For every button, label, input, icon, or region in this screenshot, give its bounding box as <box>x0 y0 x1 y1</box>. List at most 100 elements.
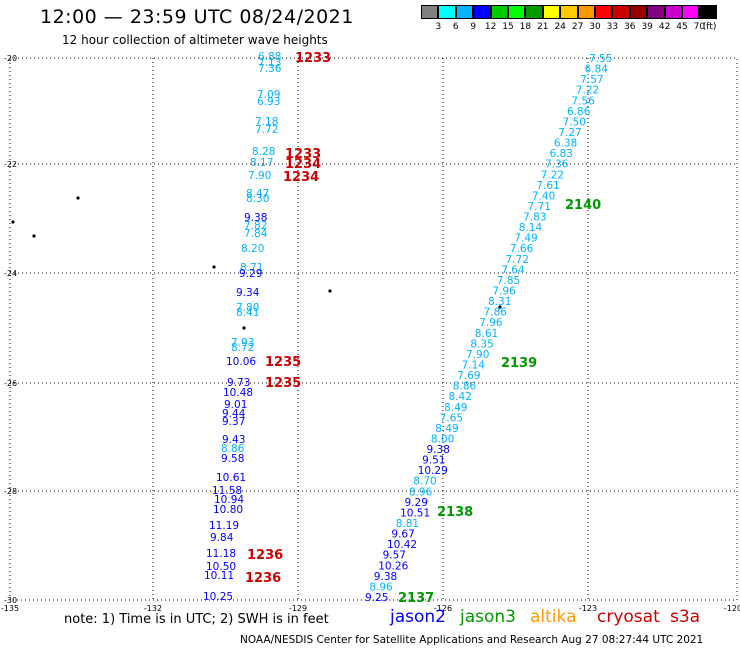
longitude-label: -132 <box>144 604 162 613</box>
swh-value: 9.25 <box>365 592 388 604</box>
swh-value: 8.00 <box>431 434 454 446</box>
map-subtitle: 12 hour collection of altimeter wave hei… <box>62 33 328 47</box>
swh-value: 10.25 <box>203 591 233 603</box>
swh-value: 11.18 <box>206 548 236 560</box>
map-grid <box>9 57 738 601</box>
color-scale-label: 9 <box>470 22 477 32</box>
color-swatch <box>682 5 700 19</box>
swh-value: 9.37 <box>222 416 245 428</box>
swh-value: 11.19 <box>209 520 239 532</box>
pass-time-labels: 1233123312341234123512351236123621402139… <box>245 51 601 606</box>
swh-value: 8.70 <box>413 476 436 488</box>
islands <box>11 196 502 330</box>
swh-value: 7.85 <box>497 275 520 287</box>
color-swatch <box>664 5 682 19</box>
swh-value: 8.96 <box>369 581 393 593</box>
axis-labels: -20 -22 -24 -26 -28 -30-135 -132 -129 -126 -123 -1… <box>1 54 740 613</box>
swh-value: 8.49 <box>435 423 458 435</box>
color-swatch <box>629 5 648 19</box>
swh-value: 7.72 <box>506 254 529 266</box>
swh-value: 7.09 <box>257 89 280 101</box>
swh-value: 9.67 <box>391 529 414 541</box>
swh-value: 10.42 <box>387 539 417 551</box>
island-marker <box>242 326 246 330</box>
swh-value: 9.29 <box>405 497 428 509</box>
swh-value: 7.22 <box>541 169 564 181</box>
longitude-label: -129 <box>289 604 307 613</box>
swh-value: 7.96 <box>479 317 503 329</box>
swh-value: 8.81 <box>396 518 419 530</box>
swh-value: 7.65 <box>440 412 463 424</box>
color-scale-label: 36 <box>624 22 636 32</box>
color-scale-label: 33 <box>606 22 619 32</box>
legend-cryosat: cryosat <box>597 607 660 627</box>
swh-value: 7.64 <box>501 264 525 276</box>
pass-time: 2138 <box>437 505 473 520</box>
swh-value: 7.49 <box>514 233 537 245</box>
east-track: 7.556.847.577.227.566.867.507.276.386.83… <box>365 53 612 604</box>
pass-time: 1233 <box>295 51 331 66</box>
color-scale-unit: (ft) <box>702 22 717 32</box>
swh-value: 8.41 <box>236 307 259 319</box>
legend-jason3: jason3 <box>460 607 516 627</box>
island-marker <box>212 265 216 269</box>
swh-value: 8.86 <box>453 381 477 393</box>
swh-value: 7.50 <box>563 116 586 128</box>
longitude-label: -123 <box>579 604 597 613</box>
swh-value: 7.66 <box>510 243 534 255</box>
longitude-label: -126 <box>434 604 452 613</box>
swh-value: 10.29 <box>418 465 448 477</box>
latitude-label: -26 <box>4 379 17 388</box>
color-scale-label: 45 <box>676 22 688 32</box>
color-swatch <box>647 5 665 19</box>
pass-time: 1236 <box>245 571 281 586</box>
color-swatch <box>612 5 630 19</box>
swh-value: 8.96 <box>409 486 433 498</box>
island-marker <box>498 305 502 309</box>
swh-value: 6.84 <box>585 64 609 76</box>
swh-value: 7.61 <box>536 180 559 192</box>
island-marker <box>11 220 15 224</box>
swh-value: 8.86 <box>221 443 245 455</box>
pass-time: 1235 <box>265 376 301 391</box>
swh-value: 10.51 <box>400 508 430 520</box>
swh-value: 7.86 <box>484 307 508 319</box>
color-scale-label: 21 <box>537 22 549 32</box>
swh-value: 7.36 <box>258 63 282 75</box>
swh-value: 10.26 <box>378 560 408 572</box>
color-scale-label: 6 <box>452 22 459 32</box>
color-swatch <box>490 5 508 19</box>
color-scale-label: 70 <box>693 22 706 32</box>
pass-time: 1235 <box>265 355 301 370</box>
swh-value: 7.72 <box>255 124 278 136</box>
swh-value: 7.18 <box>255 116 278 128</box>
swh-value: 8.17 <box>250 157 273 169</box>
legend-s3a: s3a <box>670 607 701 627</box>
swh-value: 7.40 <box>532 190 555 202</box>
color-swatch <box>508 5 526 19</box>
swh-value: 8.14 <box>519 222 543 234</box>
swh-value: 10.06 <box>226 356 256 368</box>
swh-value: 9.51 <box>422 455 445 467</box>
swh-value: 9.43 <box>222 434 245 446</box>
swh-value: 7.55 <box>589 53 612 65</box>
swh-value: 7.69 <box>457 370 480 382</box>
swh-value: 9.44 <box>222 408 246 420</box>
color-swatch <box>699 5 717 19</box>
pass-time: 1236 <box>247 548 283 563</box>
map-frame <box>9 57 738 601</box>
pass-time: 1234 <box>283 170 319 185</box>
latitude-label: -28 <box>4 487 17 496</box>
swh-value: 6.83 <box>550 148 573 160</box>
swh-value: 10.61 <box>216 472 246 484</box>
swh-value: 8.28 <box>252 146 275 158</box>
longitude-label: -120 <box>724 604 740 613</box>
swh-value: 8.20 <box>241 243 264 255</box>
swh-value: 9.34 <box>236 287 260 299</box>
swh-value: 8.49 <box>444 402 467 414</box>
swh-value: 7.93 <box>231 337 254 349</box>
swh-value: 7.27 <box>558 127 581 139</box>
swh-value: 7.83 <box>523 212 546 224</box>
color-scale-label: 42 <box>658 22 671 32</box>
swh-value: 7.80 <box>236 302 259 314</box>
